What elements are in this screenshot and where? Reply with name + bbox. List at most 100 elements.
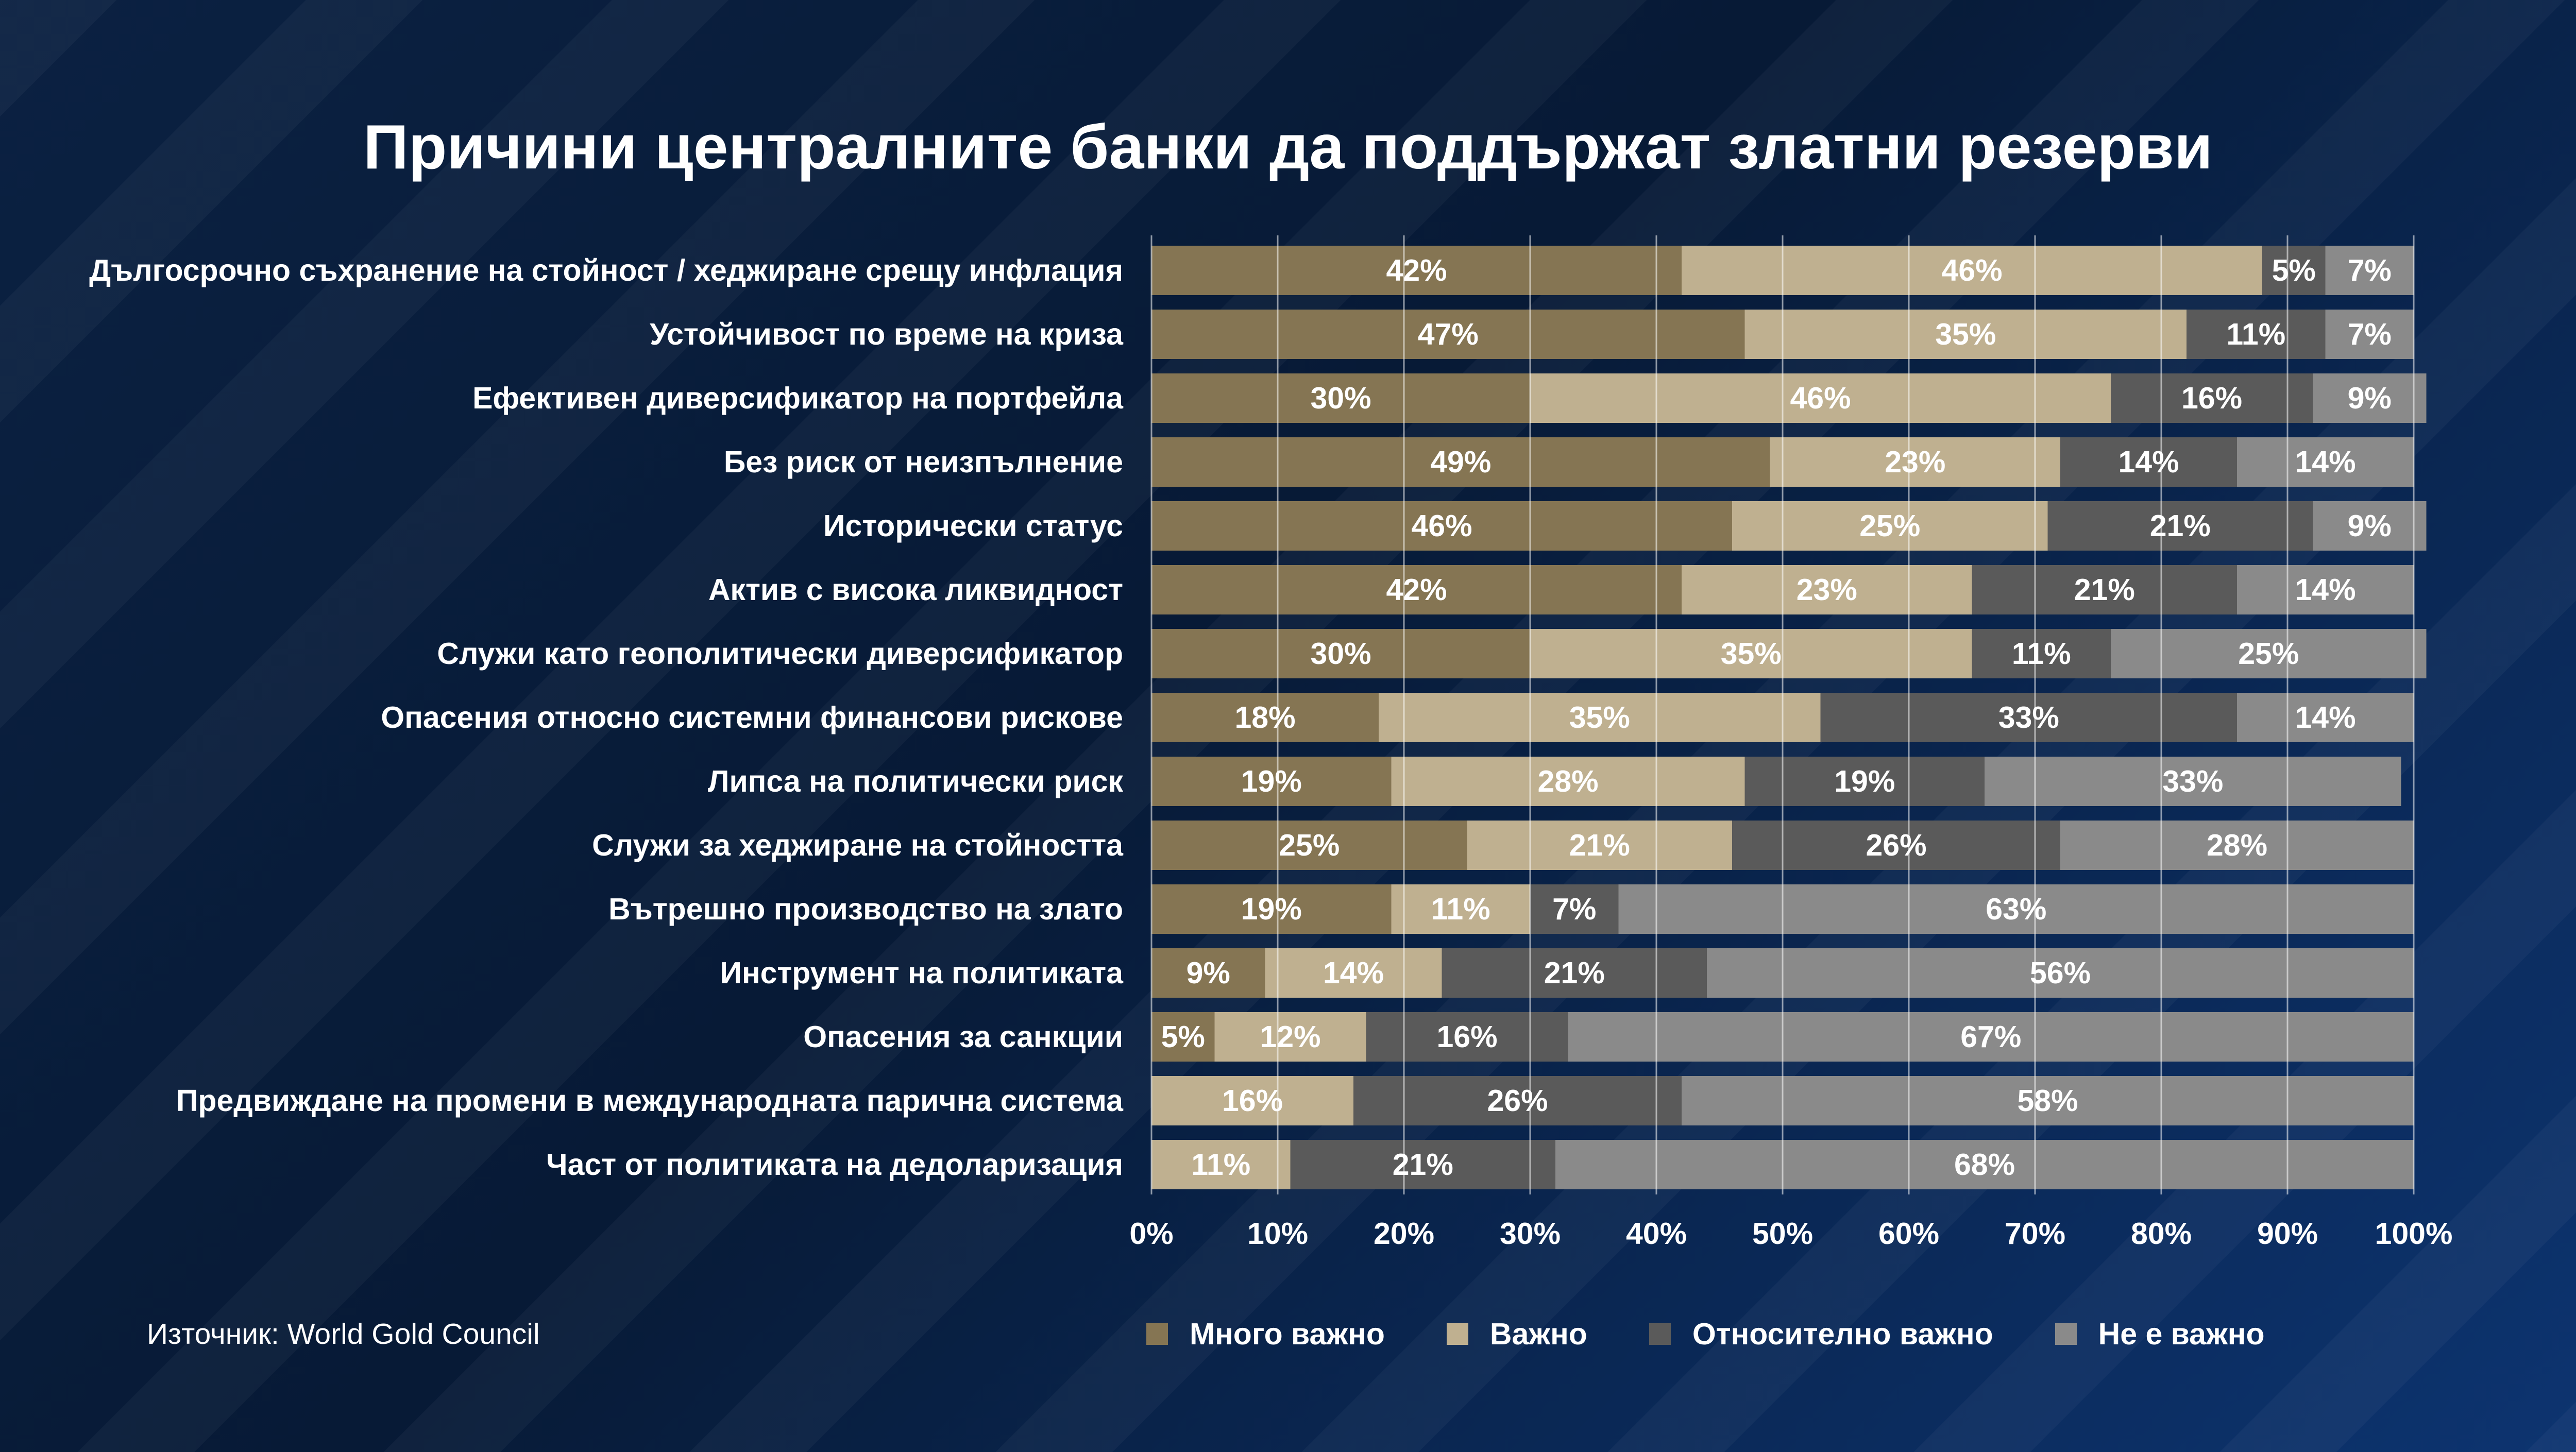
data-label: 9%	[2348, 509, 2392, 543]
bar-segment	[1682, 1076, 2414, 1125]
data-label: 28%	[2207, 828, 2267, 862]
category-label: Дългосрочно съхранение на стойност / хед…	[89, 253, 1123, 287]
bar-segment	[1391, 757, 1745, 806]
data-label: 68%	[1954, 1148, 2015, 1182]
bar-segment	[1682, 565, 1972, 614]
category-label: Устойчивост по време на криза	[650, 317, 1124, 351]
bar-segment	[1151, 565, 1682, 614]
data-label: 14%	[1323, 956, 1384, 990]
category-label: Без риск от неизпълнение	[724, 445, 1123, 479]
bar-segment	[1290, 1140, 1555, 1189]
data-label: 5%	[1161, 1020, 1205, 1054]
bar-segment	[1214, 1012, 1366, 1062]
data-label: 9%	[1187, 956, 1230, 990]
data-label: 30%	[1310, 381, 1371, 415]
bar-segment	[1151, 884, 1392, 934]
data-label: 35%	[1935, 317, 1996, 351]
category-label: Вътрешно производство на злато	[608, 892, 1123, 926]
data-label: 21%	[1393, 1148, 1453, 1182]
data-label: 7%	[1552, 892, 1596, 926]
bar-segment	[2111, 373, 2313, 423]
bar-segment	[1391, 884, 1530, 934]
data-label: 58%	[2017, 1084, 2078, 1118]
data-label: 19%	[1241, 764, 1302, 798]
legend-swatch	[1146, 1323, 1168, 1345]
bar-segment	[1151, 1012, 1215, 1062]
bar-segment	[1151, 1140, 1291, 1189]
bar-segment	[1530, 884, 1619, 934]
data-label: 25%	[1859, 509, 1920, 543]
bar-segment	[2313, 373, 2427, 423]
bar-segment	[1972, 629, 2111, 678]
bar-segment	[2187, 310, 2326, 359]
data-label: 46%	[1790, 381, 1851, 415]
category-label: Опасения относно системни финансови риск…	[381, 701, 1123, 734]
bar-segment	[1530, 629, 1972, 678]
legend-item: Относително важно	[1649, 1317, 1993, 1352]
data-label: 14%	[2295, 573, 2355, 607]
data-label: 28%	[1537, 764, 1598, 798]
bar-segment	[1151, 373, 1530, 423]
data-label: 12%	[1260, 1020, 1320, 1054]
legend-label: Много важно	[1190, 1317, 1385, 1351]
bar-segment	[2237, 565, 2414, 614]
bar-segment	[2313, 501, 2427, 551]
bar-segment	[2237, 437, 2414, 487]
x-tick-label: 50%	[1752, 1217, 1813, 1251]
bar-segment	[1820, 693, 2237, 742]
legend-item: Много важно	[1146, 1317, 1385, 1352]
legend-item: Не е важно	[2055, 1317, 2265, 1352]
data-label: 16%	[1436, 1020, 1497, 1054]
bar-segment	[1732, 821, 2060, 870]
data-label: 19%	[1241, 892, 1302, 926]
data-label: 35%	[1721, 637, 1782, 671]
data-label: 16%	[2181, 381, 2242, 415]
x-tick-label: 40%	[1626, 1217, 1687, 1251]
data-label: 67%	[1960, 1020, 2021, 1054]
bar-segment	[2325, 246, 2414, 295]
bar-segment	[1151, 948, 1265, 998]
category-label: Липса на политически риск	[708, 764, 1123, 798]
bar-segment	[2060, 437, 2237, 487]
data-label: 33%	[2162, 764, 2223, 798]
bar-segment	[1151, 821, 1467, 870]
bar-segment	[2325, 310, 2414, 359]
x-tick-label: 0%	[1129, 1217, 1173, 1251]
bar-segment	[1151, 246, 1682, 295]
bar-segment	[1467, 821, 1732, 870]
data-label: 63%	[1986, 892, 2046, 926]
x-tick-label: 10%	[1247, 1217, 1308, 1251]
bar-segment	[1972, 565, 2237, 614]
bar-segment	[1366, 1012, 1568, 1062]
data-label: 21%	[2074, 573, 2135, 607]
data-label: 14%	[2118, 445, 2179, 479]
data-label: 23%	[1797, 573, 1857, 607]
bar-segment	[1151, 629, 1530, 678]
bar-segment	[1744, 310, 2187, 359]
bar-segment	[1985, 757, 2401, 806]
x-tick-label: 100%	[2375, 1217, 2453, 1251]
bar-segment	[1568, 1012, 2414, 1062]
bar-segment	[1151, 1076, 1353, 1125]
legend-swatch	[1446, 1323, 1468, 1345]
bar-segment	[1151, 437, 1770, 487]
bar-segment	[1353, 1076, 1682, 1125]
bar-segment	[1770, 437, 2060, 487]
data-label: 21%	[1544, 956, 1605, 990]
bar-segment	[1379, 693, 1821, 742]
bar-segment	[1151, 757, 1392, 806]
bar-segment	[2111, 629, 2427, 678]
data-label: 18%	[1234, 701, 1295, 734]
bar-segment	[1151, 693, 1379, 742]
data-label: 42%	[1386, 253, 1447, 287]
category-label: Исторически статус	[823, 509, 1123, 543]
x-tick-label: 20%	[1374, 1217, 1434, 1251]
data-label: 56%	[2030, 956, 2091, 990]
x-tick-label: 70%	[2005, 1217, 2065, 1251]
data-label: 49%	[1430, 445, 1491, 479]
bar-segment	[2060, 821, 2414, 870]
data-label: 11%	[1191, 1148, 1250, 1182]
data-label: 14%	[2295, 701, 2355, 734]
data-label: 9%	[2348, 381, 2392, 415]
